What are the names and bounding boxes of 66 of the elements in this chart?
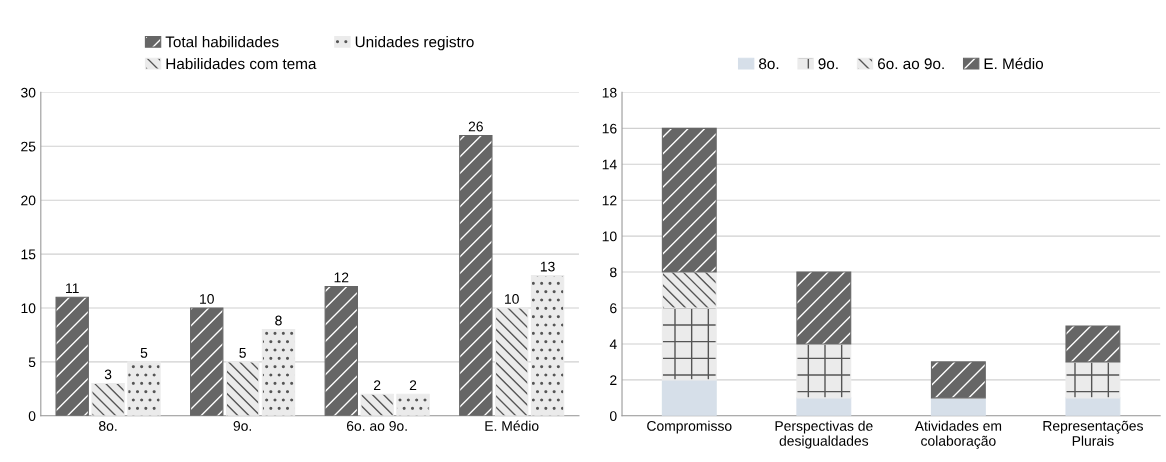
data-label: 13 [540, 261, 555, 272]
x-tick-label: E. Médio [485, 420, 539, 431]
data-label: 2 [409, 380, 417, 390]
bar [261, 329, 296, 416]
y-tick-label: 8 [610, 267, 617, 278]
data-label: 12 [334, 272, 349, 283]
y-tick-label: 0 [28, 411, 36, 421]
legend-label: Unidades registro [355, 36, 474, 51]
y-tick-label: 2 [610, 375, 617, 385]
data-label: 10 [200, 294, 214, 304]
y-tick-label: 5 [28, 357, 36, 368]
bar [930, 397, 986, 416]
data-label: 3 [104, 369, 112, 380]
data-label: 2 [373, 380, 381, 390]
y-tick-label: 30 [21, 87, 36, 98]
data-label: 11 [66, 283, 79, 293]
x-tick-label: 8o. [99, 421, 117, 431]
bar [459, 134, 493, 416]
legend-label: 8o. [759, 58, 779, 70]
legend-label: 6o. ao 9o. [878, 58, 944, 70]
bar [1065, 361, 1121, 399]
bar [796, 343, 852, 399]
bar [360, 393, 394, 416]
data-label: 26 [468, 121, 483, 132]
y-tick-label: 14 [602, 159, 617, 170]
y-tick-label: 6 [610, 303, 617, 314]
y-tick-label: 16 [602, 123, 617, 134]
legend-label: E. Médio [984, 57, 1044, 70]
y-tick-label: 10 [21, 303, 36, 314]
bar [324, 285, 358, 416]
y-tick-label: 10 [602, 231, 617, 242]
x-tick-label: Atividades em colaboração [914, 420, 1002, 449]
bar [1065, 397, 1121, 416]
data-label: 8 [275, 315, 282, 326]
bar [494, 307, 529, 416]
bar [91, 382, 125, 416]
bar [396, 393, 430, 416]
x-tick-label: Perspectivas de desigualdades [775, 420, 873, 449]
y-tick-label: 0 [609, 411, 617, 421]
bar [127, 361, 161, 416]
data-label: 10 [505, 294, 519, 304]
bar [661, 379, 717, 416]
x-tick-label: Representações Plurais [1043, 420, 1143, 446]
bar [530, 275, 565, 416]
data-label: 5 [239, 348, 246, 358]
y-tick-label: 20 [21, 195, 36, 206]
bar [1065, 325, 1121, 363]
x-tick-label: 9o. [233, 421, 251, 431]
bar [55, 296, 89, 416]
data-label: 5 [140, 348, 148, 358]
bar [930, 361, 986, 399]
bar [225, 361, 260, 416]
x-tick-label: 6o. ao 9o. [346, 421, 407, 431]
y-tick-label: 15 [21, 249, 36, 260]
y-tick-label: 18 [602, 87, 617, 98]
legend-label: Habilidades com tema [166, 57, 317, 70]
y-tick-label: 4 [609, 339, 617, 349]
y-tick-label: 12 [602, 195, 617, 206]
legend-label: Total habilidades [165, 36, 279, 48]
x-tick-label: Compromisso [647, 420, 732, 434]
bar [190, 307, 224, 416]
y-tick-label: 25 [21, 141, 36, 152]
bar [661, 127, 717, 273]
legend-label: 9o. [818, 58, 838, 70]
bar [796, 397, 852, 416]
bar [796, 271, 852, 345]
